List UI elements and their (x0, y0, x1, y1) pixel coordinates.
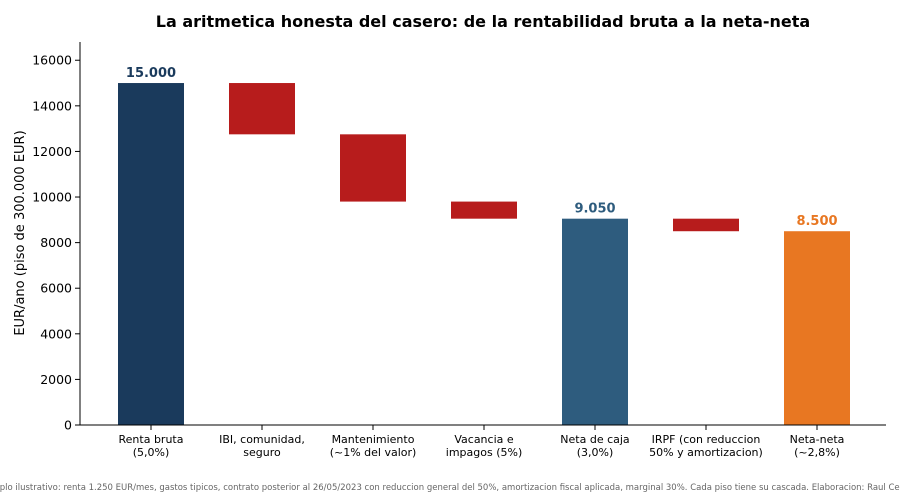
x-tick-label: Vacancia e (454, 433, 514, 446)
bar-value-label-0: 15.000 (126, 66, 176, 81)
x-tick-label: IBI, comunidad, (219, 433, 305, 446)
y-tick-label: 16000 (32, 53, 72, 68)
x-axis-ticks: Renta bruta(5,0%) IBI, comunidad,seguro Ma… (119, 425, 845, 459)
bar-decrease-3 (451, 201, 517, 219)
y-tick-label: 10000 (32, 190, 72, 205)
bar-value-label-6: 8.500 (796, 214, 837, 229)
x-tick-label: Neta-neta (790, 433, 845, 446)
chart-title: La aritmetica honesta del casero: de la … (156, 12, 810, 31)
bar-value-label-4: 9.050 (574, 202, 615, 217)
y-tick-label: 12000 (32, 144, 72, 159)
x-tick-label: (~2,8%) (794, 446, 840, 459)
footnote: Ejemplo ilustrativo: renta 1.250 EUR/mes… (0, 483, 900, 493)
x-tick-label: Mantenimiento (332, 433, 415, 446)
y-axis-label: EUR/ano (piso de 300.000 EUR) (13, 130, 28, 335)
x-tick-label: (~1% del valor) (330, 446, 417, 459)
y-axis-ticks: 0 2000 4000 6000 8000 10000 12000 14000 16000 (32, 53, 80, 433)
bar-decrease-5 (673, 218, 739, 232)
y-tick-label: 14000 (32, 98, 72, 113)
x-tick-label: Renta bruta (119, 433, 184, 446)
y-tick-label: 4000 (40, 326, 72, 341)
bar-decrease-2 (340, 134, 406, 202)
y-tick-label: 8000 (40, 235, 72, 250)
x-tick-label: Neta de caja (560, 433, 629, 446)
bar-total-4 (562, 218, 628, 425)
x-tick-label: IRPF (con reduccion (652, 433, 761, 446)
x-tick-label: impagos (5%) (446, 446, 522, 459)
y-tick-label: 6000 (40, 281, 72, 296)
x-tick-label: (5,0%) (133, 446, 170, 459)
bars-group: 15.000 9.050 8.500 (118, 66, 850, 426)
bar-total-0 (118, 83, 184, 426)
y-tick-label: 2000 (40, 372, 72, 387)
x-tick-label: seguro (243, 446, 281, 459)
bar-decrease-1 (229, 83, 295, 135)
x-tick-label: (3,0%) (577, 446, 614, 459)
y-tick-label: 0 (64, 418, 72, 433)
x-tick-label: 50% y amortizacion) (649, 446, 763, 459)
bar-total-6 (784, 231, 850, 425)
